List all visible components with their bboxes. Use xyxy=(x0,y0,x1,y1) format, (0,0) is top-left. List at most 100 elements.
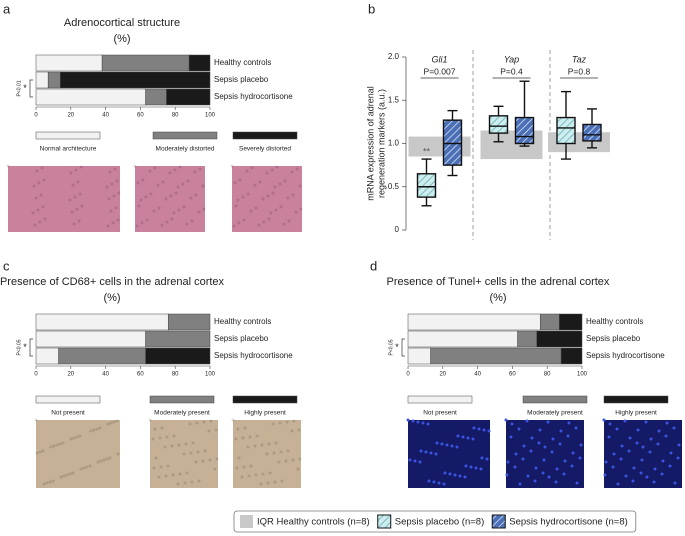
panel-letter: b xyxy=(368,1,375,16)
gene-label: Yap xyxy=(504,54,519,64)
micrograph-texture xyxy=(268,471,272,475)
micrograph-texture xyxy=(298,184,302,188)
micrograph-texture xyxy=(112,420,116,424)
x-tick-label: 60 xyxy=(509,372,516,378)
micrograph-texture xyxy=(253,183,257,187)
x-tick-label: 100 xyxy=(205,113,216,119)
micrograph-texture xyxy=(70,210,74,214)
micrograph-texture xyxy=(195,421,199,425)
micrograph-texture xyxy=(176,185,180,189)
micrograph-texture xyxy=(49,445,53,449)
micrograph-texture xyxy=(36,208,40,212)
micrograph-texture xyxy=(135,224,139,228)
micrograph-texture xyxy=(114,206,118,210)
bar-segment xyxy=(407,313,541,331)
micrograph-texture xyxy=(238,178,242,182)
micrograph-texture xyxy=(230,164,234,168)
micrograph-texture xyxy=(174,191,178,195)
micrograph-texture xyxy=(152,466,156,470)
bar-segment xyxy=(536,330,583,348)
micrograph-texture xyxy=(615,427,619,431)
micrograph-texture xyxy=(567,421,571,425)
micrograph-texture xyxy=(290,170,294,174)
bar-segment xyxy=(35,313,169,331)
micrograph-texture xyxy=(437,481,441,485)
micrograph-texture xyxy=(509,435,513,439)
micrograph-texture xyxy=(635,441,639,445)
micrograph-texture xyxy=(636,428,640,432)
micrograph-texture xyxy=(534,466,538,470)
bar-segment xyxy=(101,54,190,72)
micrograph-texture xyxy=(639,471,643,475)
micrograph-texture xyxy=(96,460,100,464)
micrograph-texture xyxy=(74,168,78,172)
legend-swatch xyxy=(232,131,298,140)
micrograph xyxy=(408,420,490,488)
micrograph-texture xyxy=(153,427,157,431)
x-tick-label: 20 xyxy=(439,372,446,378)
micrograph-texture xyxy=(443,471,447,475)
micrograph-texture xyxy=(280,479,284,483)
legend-swatch xyxy=(35,395,101,404)
y-tick-label: 1.0 xyxy=(388,139,400,148)
x-tick-label: 80 xyxy=(544,372,551,378)
bar-segment xyxy=(35,88,146,106)
micrograph-texture xyxy=(506,460,510,464)
micrograph-texture xyxy=(197,479,201,483)
legend-frame xyxy=(233,510,637,533)
micrograph-texture xyxy=(156,183,160,187)
micrograph-texture xyxy=(234,437,238,441)
micrograph-texture xyxy=(246,192,250,196)
legend-swatch xyxy=(232,395,298,404)
micrograph-texture xyxy=(35,451,39,455)
micrograph-texture xyxy=(274,441,278,445)
micrograph-texture xyxy=(201,459,205,463)
micrograph-texture xyxy=(273,185,277,189)
legend-label: Severely distorted xyxy=(239,146,291,153)
micrograph-texture xyxy=(406,418,410,422)
micrograph-texture xyxy=(612,452,616,456)
micrograph-texture xyxy=(455,445,459,449)
legend-label: IQR Healthy controls (n=8) xyxy=(257,517,370,528)
micrograph-texture xyxy=(487,429,491,433)
micrograph-texture xyxy=(231,418,235,422)
micrograph-texture xyxy=(640,458,644,462)
micrograph-texture xyxy=(148,418,152,422)
micrograph-texture xyxy=(631,479,635,483)
bar-segment xyxy=(407,330,518,348)
micrograph-texture xyxy=(652,480,656,484)
x-tick-label: 40 xyxy=(102,372,109,378)
annotation-star: * xyxy=(23,83,27,93)
micrograph-texture xyxy=(178,472,182,476)
micrograph-texture xyxy=(110,182,114,186)
micrograph-texture xyxy=(260,443,264,447)
micrograph-texture xyxy=(463,475,467,479)
micrograph-texture xyxy=(466,436,470,440)
micrograph-texture xyxy=(72,222,76,226)
micrograph-texture xyxy=(160,426,164,430)
micrograph-texture xyxy=(432,480,436,484)
legend-label: Highly present xyxy=(615,410,657,417)
bar-segment xyxy=(145,347,211,365)
micrograph-texture xyxy=(43,217,47,221)
micrograph-texture xyxy=(82,466,86,470)
box xyxy=(514,116,535,145)
micrograph-texture xyxy=(166,464,170,468)
micrograph-texture xyxy=(196,450,200,454)
micrograph xyxy=(232,166,302,232)
micrograph-texture xyxy=(624,474,628,478)
micrograph-texture xyxy=(108,456,112,460)
box xyxy=(488,115,509,134)
micrograph-texture xyxy=(530,436,534,440)
micrograph-texture xyxy=(193,170,197,174)
micrograph-texture xyxy=(559,429,563,433)
legend-label: Moderately distorted xyxy=(156,146,215,153)
micrograph-texture xyxy=(79,165,83,169)
bar-segment xyxy=(145,330,211,348)
micrograph-texture xyxy=(543,445,547,449)
micrograph-texture xyxy=(109,209,113,213)
micrograph-texture xyxy=(286,196,290,200)
micrograph-texture xyxy=(137,204,141,208)
row-label: Sepsis placebo xyxy=(214,75,269,84)
legend-swatch xyxy=(149,395,215,404)
